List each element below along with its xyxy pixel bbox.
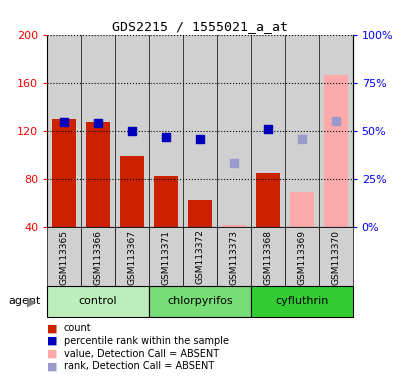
Bar	[120, 156, 144, 227]
Text: count: count	[63, 323, 91, 333]
Bar	[284, 227, 318, 286]
Bar	[52, 119, 76, 227]
Text: GSM113367: GSM113367	[127, 230, 136, 285]
Point	[162, 134, 169, 140]
Text: percentile rank within the sample: percentile rank within the sample	[63, 336, 228, 346]
Title: GDS2215 / 1555021_a_at: GDS2215 / 1555021_a_at	[112, 20, 287, 33]
Text: GSM113370: GSM113370	[330, 230, 339, 285]
Bar	[284, 35, 318, 227]
Bar	[148, 35, 182, 227]
Text: ■: ■	[47, 361, 58, 371]
Bar	[289, 192, 313, 227]
Point	[332, 118, 338, 124]
Bar	[250, 286, 352, 317]
Point	[264, 126, 270, 132]
Text: GSM113372: GSM113372	[195, 230, 204, 285]
Point	[196, 136, 203, 142]
Bar	[47, 35, 81, 227]
Bar	[216, 35, 250, 227]
Text: ▶: ▶	[27, 295, 36, 308]
Bar	[115, 227, 148, 286]
Text: GSM113366: GSM113366	[93, 230, 102, 285]
Bar	[182, 227, 216, 286]
Text: GSM113369: GSM113369	[297, 230, 306, 285]
Text: cyfluthrin: cyfluthrin	[274, 296, 328, 306]
Text: ■: ■	[47, 336, 58, 346]
Point	[298, 136, 304, 142]
Point	[94, 120, 101, 126]
Bar	[318, 227, 352, 286]
Bar	[47, 227, 81, 286]
Bar	[318, 35, 352, 227]
Bar	[216, 227, 250, 286]
Text: ■: ■	[47, 349, 58, 359]
Text: GSM113371: GSM113371	[161, 230, 170, 285]
Text: value, Detection Call = ABSENT: value, Detection Call = ABSENT	[63, 349, 218, 359]
Bar	[323, 75, 347, 227]
Text: GSM113368: GSM113368	[263, 230, 272, 285]
Text: GSM113373: GSM113373	[229, 230, 238, 285]
Point	[61, 119, 67, 125]
Text: control: control	[79, 296, 117, 306]
Bar	[188, 200, 211, 227]
Bar	[81, 227, 115, 286]
Text: agent: agent	[8, 296, 40, 306]
Text: rank, Detection Call = ABSENT: rank, Detection Call = ABSENT	[63, 361, 213, 371]
Bar	[250, 227, 284, 286]
Bar	[182, 35, 216, 227]
Bar	[250, 35, 284, 227]
Bar	[255, 172, 279, 227]
Bar	[47, 286, 148, 317]
Point	[128, 127, 135, 134]
Bar	[221, 225, 245, 227]
Text: ■: ■	[47, 323, 58, 333]
Bar	[115, 35, 148, 227]
Bar	[81, 35, 115, 227]
Bar	[148, 227, 182, 286]
Text: GSM113365: GSM113365	[59, 230, 68, 285]
Bar	[86, 122, 110, 227]
Text: chlorpyrifos: chlorpyrifos	[166, 296, 232, 306]
Bar	[154, 176, 178, 227]
Bar	[148, 286, 250, 317]
Point	[230, 160, 236, 166]
